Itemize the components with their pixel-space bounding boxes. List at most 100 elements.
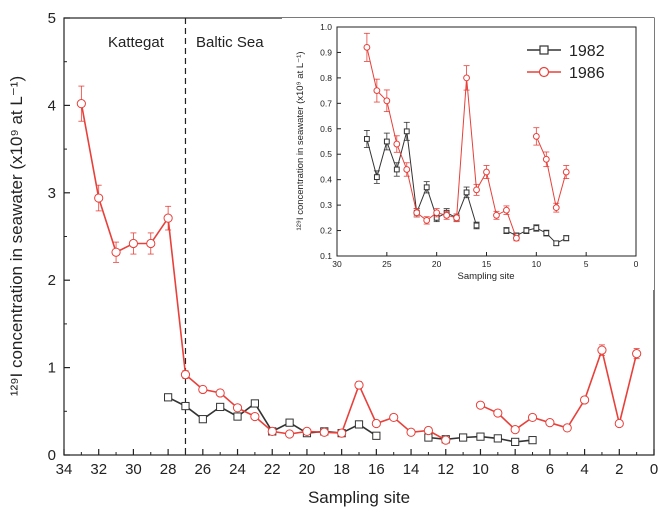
data-point-1982 [463, 189, 470, 196]
data-point-1982 [354, 420, 364, 429]
data-point-1986 [443, 211, 451, 219]
data-point-1982 [403, 128, 410, 135]
data-point-1986 [146, 238, 156, 249]
data-point-1986 [403, 166, 411, 173]
data-point-1982 [423, 184, 430, 191]
data-point-1982 [533, 225, 540, 231]
inset-y-tick-label: 0.9 [320, 47, 332, 57]
data-point-1982 [553, 240, 560, 247]
data-point-1982 [503, 227, 510, 234]
main-x-axis-label: Sampling site [308, 488, 410, 507]
x-tick-label: 2 [615, 461, 623, 478]
data-point-1986 [493, 211, 500, 219]
data-point-1986 [232, 403, 243, 413]
inset-x-axis-label: Sampling site [457, 271, 514, 282]
data-point-1982 [198, 415, 207, 424]
inset-y-tick-label: 1.0 [320, 22, 332, 32]
y-tick-label: 4 [48, 97, 56, 114]
data-point-1986 [393, 140, 401, 148]
inset-x-tick-label: 20 [432, 259, 442, 269]
data-point-1986 [180, 369, 191, 380]
data-point-1982 [181, 401, 190, 411]
series-line-1986 [366, 47, 517, 239]
inset-y-tick-label: 0.2 [320, 226, 332, 236]
data-point-1986 [441, 435, 451, 445]
y-tick-label: 1 [48, 360, 56, 377]
data-point-1986 [354, 380, 364, 390]
data-point-1982 [473, 222, 480, 229]
data-point-1986 [76, 99, 86, 109]
data-point-1982 [216, 402, 225, 412]
data-point-1986 [302, 426, 312, 437]
data-point-1986 [545, 418, 555, 428]
main-series [76, 85, 642, 446]
data-point-1986 [475, 400, 486, 410]
x-tick-label: 28 [160, 461, 177, 478]
x-tick-label: 26 [194, 461, 211, 478]
x-tick-label: 10 [472, 461, 489, 478]
data-point-1982 [372, 431, 381, 440]
data-point-1986 [94, 193, 104, 203]
data-point-1986 [373, 87, 381, 95]
data-point-1982 [364, 136, 370, 142]
series-line-1982 [366, 131, 477, 226]
data-point-1986 [267, 426, 277, 437]
data-point-1986 [597, 345, 607, 355]
x-tick-label: 30 [125, 461, 142, 478]
data-point-1986 [433, 209, 441, 217]
data-point-1986 [406, 427, 416, 437]
x-tick-label: 18 [333, 461, 350, 478]
data-point-1986 [510, 425, 520, 435]
inset-y-tick-label: 0.6 [320, 124, 332, 134]
series-line-1986 [480, 347, 638, 431]
x-tick-label: 4 [580, 461, 588, 478]
data-point-1982 [476, 432, 485, 441]
data-point-1982 [523, 227, 530, 234]
x-tick-label: 24 [229, 461, 246, 478]
inset-ticks: 30 25 20 15 10 5 0 0.1 0.2 0.3 0.4 0.5 0.6 0.7 0.8 0.9 1… [320, 22, 638, 269]
inset-background [282, 18, 654, 290]
data-point-1986 [453, 214, 461, 222]
data-point-1986 [198, 384, 208, 395]
legend-marker-1986 [538, 66, 550, 78]
legend-label-1986: 1986 [569, 65, 605, 82]
data-point-1986 [413, 209, 421, 217]
x-tick-label: 8 [511, 461, 519, 478]
data-point-1982 [563, 235, 570, 242]
inset-y-tick-label: 0.5 [320, 149, 332, 159]
data-point-1986 [562, 423, 572, 433]
inset-y-tick-label: 0.7 [320, 98, 332, 108]
series-line-1986 [535, 136, 567, 208]
data-point-1986 [614, 418, 624, 429]
data-point-1986 [284, 429, 295, 439]
inset-y-tick-label: 0.1 [320, 251, 332, 261]
y-tick-label: 3 [48, 185, 56, 202]
data-point-1986 [215, 388, 225, 398]
data-point-1982 [233, 412, 242, 421]
data-point-1986 [542, 155, 550, 163]
data-point-1986 [473, 186, 480, 194]
inset-x-tick-label: 30 [332, 259, 342, 269]
data-point-1986 [111, 247, 121, 257]
series-line-1986 [80, 103, 447, 441]
data-point-1986 [163, 213, 173, 223]
data-point-1986 [389, 412, 399, 423]
x-tick-label: 0 [650, 461, 658, 478]
data-point-1986 [503, 206, 510, 214]
inset-x-tick-label: 5 [584, 259, 589, 269]
x-tick-label: 14 [403, 461, 420, 478]
x-tick-label: 12 [437, 461, 454, 478]
data-point-1986 [337, 428, 347, 438]
main-y-axis-label: ¹²⁹I concentration in seawater (x10⁹ at … [7, 76, 26, 396]
inset-y-tick-label: 0.8 [320, 73, 332, 83]
region-label-kattegat: Kattegat [108, 34, 165, 51]
data-point-1986 [562, 168, 570, 176]
data-point-1982 [383, 138, 390, 145]
data-point-1986 [250, 411, 260, 422]
inset-y-tick-label: 0.3 [320, 200, 332, 210]
data-point-1986 [493, 408, 503, 418]
x-tick-label: 34 [56, 461, 73, 478]
